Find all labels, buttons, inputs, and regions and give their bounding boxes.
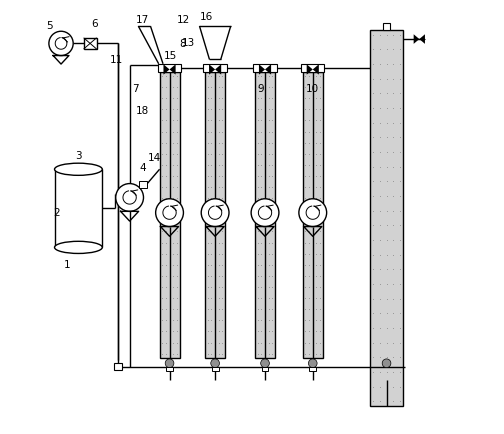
Circle shape bbox=[211, 359, 219, 368]
Polygon shape bbox=[419, 34, 425, 44]
Text: 5: 5 bbox=[46, 21, 52, 31]
Bar bbox=[158, 64, 181, 72]
Circle shape bbox=[201, 199, 229, 227]
Bar bbox=[303, 72, 323, 358]
Polygon shape bbox=[163, 64, 169, 75]
Text: 18: 18 bbox=[136, 105, 149, 116]
Text: 6: 6 bbox=[92, 19, 98, 29]
Circle shape bbox=[308, 359, 317, 368]
Circle shape bbox=[261, 359, 269, 368]
Bar bbox=[166, 367, 173, 371]
Bar bbox=[383, 23, 391, 30]
Text: 17: 17 bbox=[136, 14, 149, 25]
Bar bbox=[254, 64, 277, 72]
Circle shape bbox=[49, 31, 73, 56]
Text: 10: 10 bbox=[305, 84, 319, 94]
Bar bbox=[54, 169, 102, 247]
Text: 2: 2 bbox=[53, 207, 60, 218]
Bar bbox=[205, 72, 225, 358]
Polygon shape bbox=[215, 64, 221, 75]
Polygon shape bbox=[313, 64, 319, 75]
Text: 3: 3 bbox=[75, 151, 82, 161]
Bar bbox=[212, 367, 219, 371]
Bar bbox=[370, 30, 403, 406]
Text: 15: 15 bbox=[164, 50, 177, 61]
Circle shape bbox=[299, 199, 327, 227]
Text: 13: 13 bbox=[181, 38, 195, 49]
Bar bbox=[160, 72, 179, 358]
Text: 4: 4 bbox=[139, 163, 146, 174]
Circle shape bbox=[382, 359, 391, 368]
Text: 11: 11 bbox=[110, 55, 123, 65]
Polygon shape bbox=[209, 64, 215, 75]
Ellipse shape bbox=[54, 163, 102, 175]
Text: 1: 1 bbox=[64, 260, 71, 270]
Bar bbox=[114, 363, 122, 370]
Text: 9: 9 bbox=[258, 84, 264, 94]
Circle shape bbox=[116, 184, 144, 211]
Text: 14: 14 bbox=[148, 153, 161, 163]
Bar bbox=[84, 38, 97, 49]
Polygon shape bbox=[265, 64, 271, 75]
Bar bbox=[255, 72, 275, 358]
Polygon shape bbox=[259, 64, 265, 75]
Text: 8: 8 bbox=[179, 39, 186, 49]
Bar bbox=[204, 64, 227, 72]
Bar bbox=[301, 64, 325, 72]
Ellipse shape bbox=[54, 241, 102, 253]
Circle shape bbox=[165, 359, 174, 368]
Bar bbox=[262, 367, 269, 371]
Text: 16: 16 bbox=[200, 12, 214, 23]
Bar bbox=[139, 181, 147, 188]
Bar bbox=[309, 367, 316, 371]
Polygon shape bbox=[169, 64, 175, 75]
Text: 12: 12 bbox=[177, 14, 190, 25]
Circle shape bbox=[156, 199, 183, 227]
Text: 7: 7 bbox=[133, 84, 139, 94]
Polygon shape bbox=[414, 34, 419, 44]
Circle shape bbox=[251, 199, 279, 227]
Polygon shape bbox=[306, 64, 313, 75]
